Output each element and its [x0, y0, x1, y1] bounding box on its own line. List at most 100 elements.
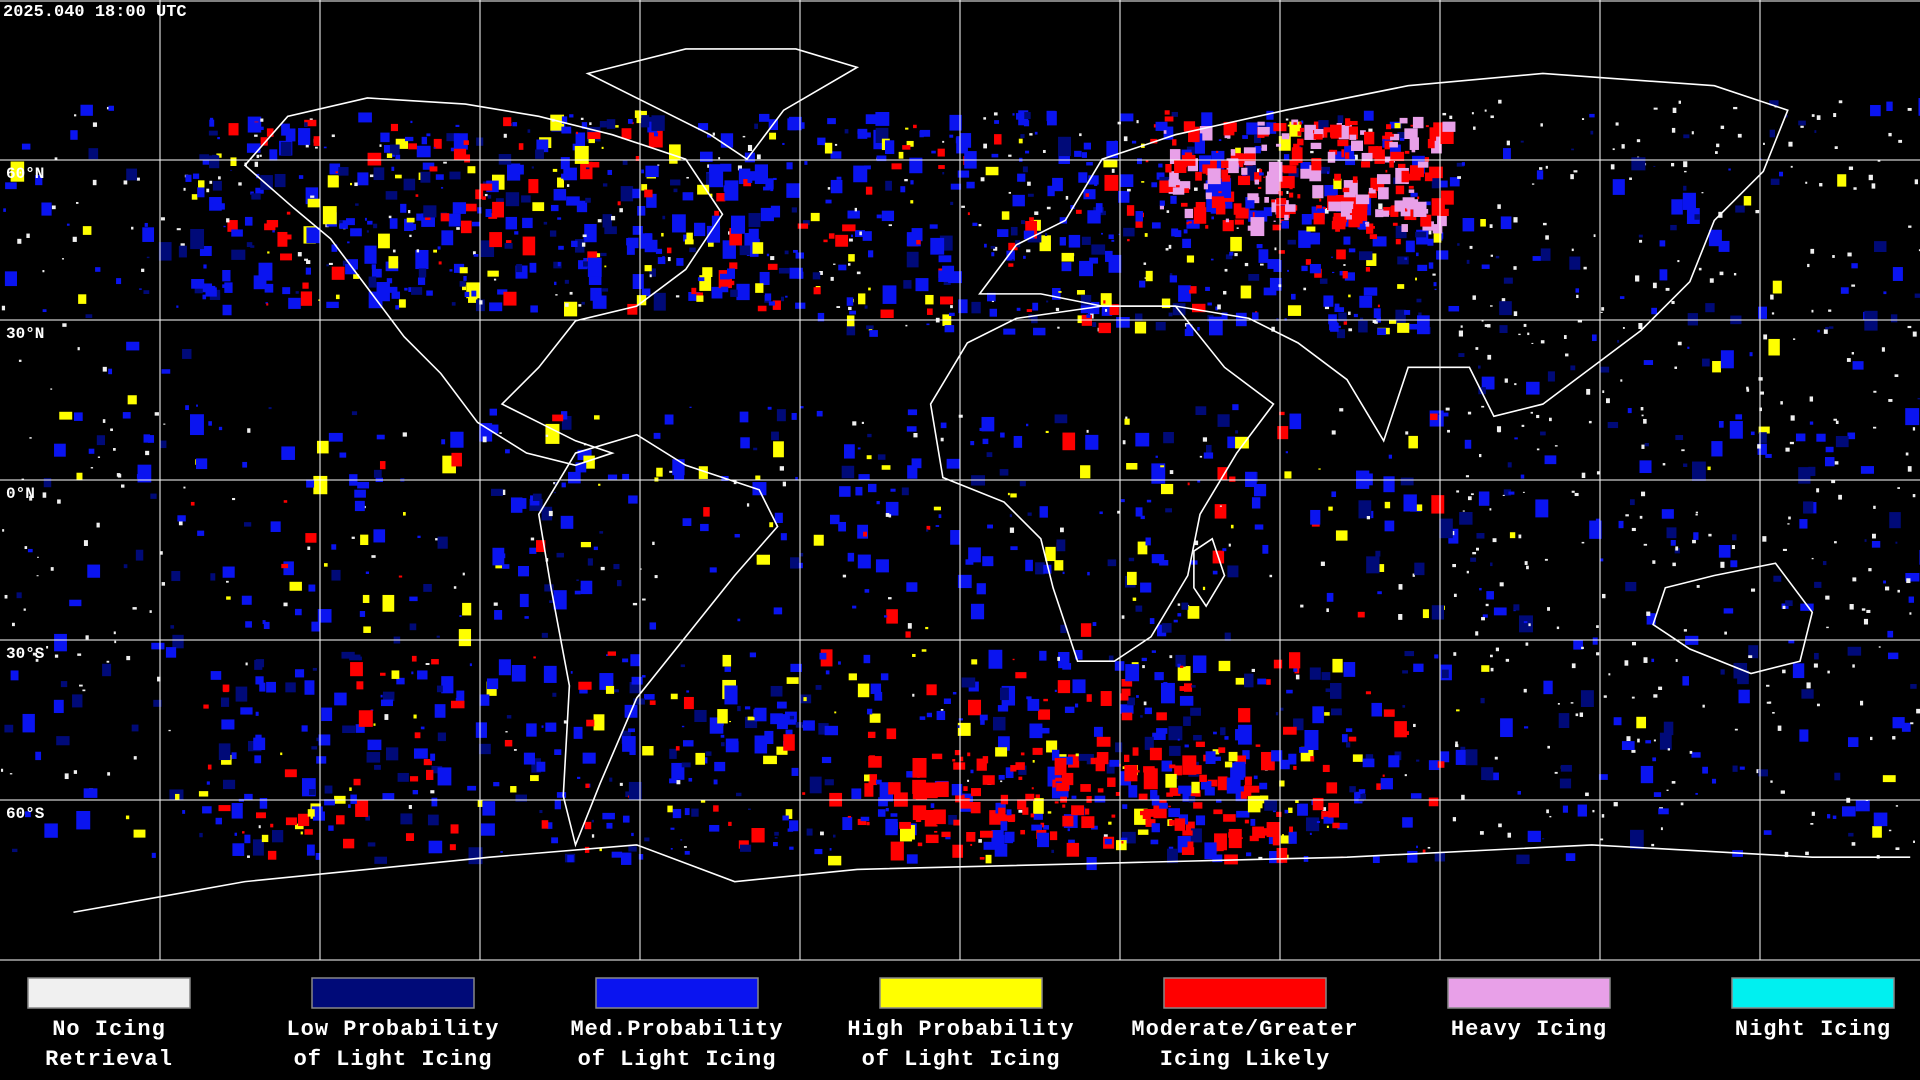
icing-speckle — [463, 275, 467, 281]
icing-speckle — [1877, 159, 1881, 162]
icing-speckle — [1651, 843, 1655, 847]
icing-speckle — [912, 693, 915, 697]
icing-speckle — [1531, 183, 1535, 185]
icing-speckle — [817, 137, 826, 146]
icing-speckle — [602, 183, 608, 187]
icing-speckle — [1359, 251, 1373, 261]
icing-speckle — [1472, 295, 1476, 300]
icing-speckle — [1720, 561, 1725, 568]
icing-speckle — [62, 323, 67, 327]
icing-speckle — [813, 534, 824, 546]
icing-speckle — [1182, 755, 1197, 775]
icing-speckle — [1015, 113, 1023, 120]
icing-speckle — [304, 122, 308, 128]
icing-speckle — [681, 725, 685, 728]
icing-speckle — [1061, 772, 1074, 786]
icing-speckle — [1571, 663, 1576, 669]
icing-speckle — [1917, 397, 1920, 400]
icing-speckle — [1121, 831, 1136, 844]
icing-speckle — [371, 268, 382, 278]
icing-speckle — [1136, 695, 1139, 698]
icing-speckle — [1544, 558, 1548, 561]
icing-speckle — [32, 652, 38, 656]
icing-speckle — [1490, 562, 1493, 567]
icing-speckle — [1074, 150, 1082, 157]
icing-speckle — [1177, 603, 1181, 606]
icing-speckle — [230, 169, 233, 171]
icing-speckle — [459, 615, 462, 617]
icing-speckle — [1384, 140, 1393, 150]
icing-speckle — [1122, 766, 1126, 770]
icing-speckle — [757, 305, 767, 312]
icing-speckle — [306, 479, 315, 488]
icing-speckle — [231, 752, 237, 759]
icing-speckle — [752, 482, 767, 496]
icing-speckle — [185, 174, 192, 182]
icing-speckle — [1413, 663, 1424, 672]
icing-speckle — [1275, 143, 1282, 147]
icing-speckle — [669, 748, 677, 759]
icing-speckle — [199, 154, 210, 160]
icing-speckle — [1017, 799, 1027, 810]
icing-speckle — [1528, 623, 1531, 627]
icing-speckle — [1757, 306, 1767, 319]
icing-speckle — [1140, 810, 1148, 816]
icing-speckle — [1495, 647, 1500, 652]
icing-speckle — [1269, 574, 1273, 578]
icing-speckle — [1309, 667, 1321, 680]
icing-speckle — [1415, 277, 1417, 281]
icing-speckle — [425, 663, 430, 665]
icing-speckle — [1278, 191, 1283, 196]
icing-speckle — [473, 254, 479, 257]
icing-speckle — [158, 242, 172, 261]
icing-speckle — [1581, 646, 1584, 650]
icing-speckle — [88, 448, 95, 454]
icing-speckle — [1310, 150, 1314, 154]
icing-speckle — [567, 855, 574, 863]
icing-speckle — [1640, 407, 1644, 411]
icing-speckle — [433, 249, 437, 253]
icing-speckle — [815, 685, 822, 690]
icing-speckle — [1032, 747, 1043, 755]
icing-speckle — [141, 268, 145, 272]
icing-speckle — [267, 251, 270, 254]
icing-speckle — [648, 130, 663, 148]
icing-speckle — [1145, 819, 1156, 827]
icing-speckle — [1353, 313, 1358, 318]
icing-speckle — [1481, 264, 1490, 269]
legend-swatch — [311, 977, 475, 1009]
icing-speckle — [1493, 607, 1507, 616]
icing-speckle — [1723, 608, 1734, 614]
icing-speckle — [959, 133, 972, 148]
latitude-label: 0°N — [6, 485, 35, 503]
icing-speckle — [770, 187, 774, 192]
icing-speckle — [328, 825, 334, 831]
icing-speckle — [1824, 457, 1835, 467]
icing-speckle — [1825, 446, 1834, 453]
icing-speckle — [1407, 850, 1418, 863]
icing-speckle — [1000, 780, 1003, 783]
icing-speckle — [1720, 350, 1734, 369]
icing-speckle — [844, 129, 849, 134]
icing-speckle — [1763, 334, 1768, 340]
icing-speckle — [911, 458, 922, 469]
icing-speckle — [803, 220, 810, 226]
icing-speckle — [828, 855, 842, 866]
icing-speckle — [919, 130, 924, 138]
icing-speckle — [782, 142, 785, 145]
icing-speckle — [1417, 161, 1429, 168]
icing-speckle — [1895, 805, 1899, 807]
icing-speckle — [1750, 431, 1755, 436]
icing-speckle — [1733, 272, 1737, 276]
icing-speckle — [431, 765, 443, 774]
icing-speckle — [259, 154, 262, 157]
icing-speckle — [1805, 851, 1809, 856]
icing-speckle — [1176, 181, 1191, 190]
icing-speckle — [404, 218, 414, 232]
icing-speckle — [1460, 325, 1463, 328]
icing-speckle — [995, 747, 1008, 757]
icing-speckle — [448, 213, 461, 227]
icing-speckle — [716, 193, 726, 202]
icing-speckle — [1135, 507, 1143, 517]
icing-speckle — [707, 240, 714, 247]
